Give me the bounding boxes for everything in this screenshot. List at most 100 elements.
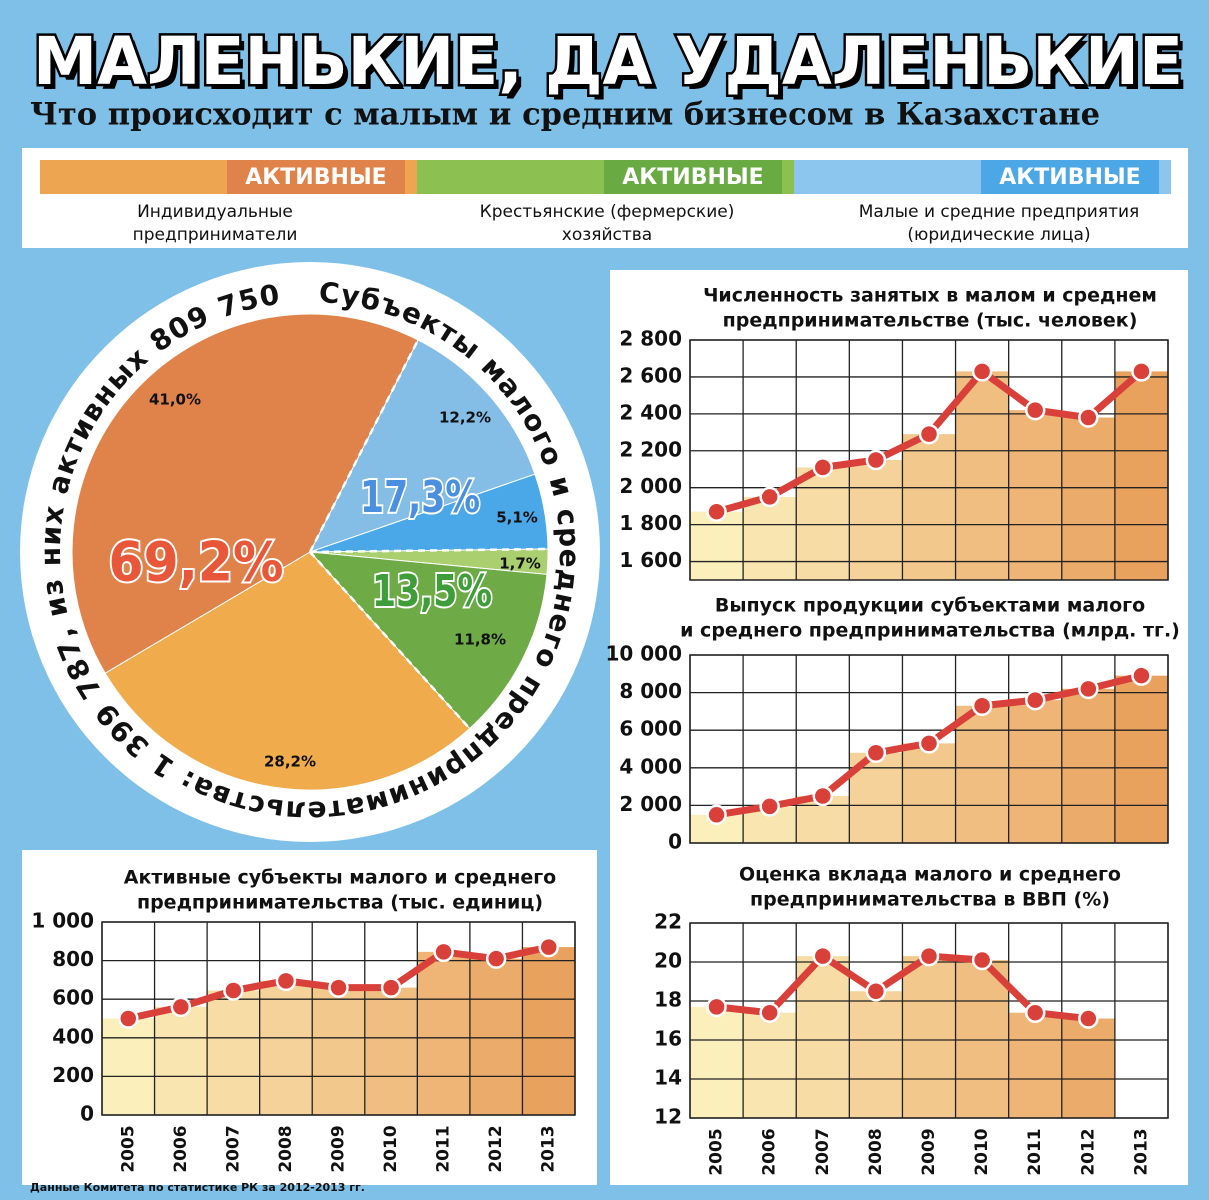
area-bar [955,371,1009,580]
group-boundary [309,551,471,730]
slice-label: 41,0% [149,391,201,409]
area-bar [312,987,365,1115]
group-label: 69,2% [109,531,284,594]
area-bar [955,960,1009,1118]
y-tick-label: 2 000 [619,792,682,816]
x-tick-label: 2006 [171,1125,191,1172]
x-tick-label: 2013 [1131,1128,1151,1175]
legend-label: Малые и средние предприятия [859,202,1140,222]
chart-title: Активные субъекты малого и среднего [124,867,556,889]
plot-border [689,339,1169,581]
chart-title: предпринимательства в ВВП (%) [750,889,1110,911]
pie-chart: 12,2% 5,1% 1,7% 11,8% 28,2% 41,0% 17,3% 13,5% 69… [34,276,586,828]
area-bar [1008,700,1062,843]
area-bar [1008,410,1062,580]
x-tick-label: 2010 [972,1128,992,1175]
x-tick-label: 2007 [813,1128,833,1175]
x-tick-label: 2006 [760,1128,780,1175]
data-point [812,785,834,807]
pie-slice [104,551,471,791]
chart-title: предпринимательстве (тыс. человек) [723,310,1138,332]
data-point [706,804,727,826]
y-tick-label: 4 000 [619,754,682,778]
data-point [971,695,993,717]
source-note: Данные Комитета по статистике РК за 2012… [30,1181,365,1194]
y-tick-label: 14 [654,1066,682,1090]
pie-slice [308,551,548,730]
data-point [380,977,402,998]
area-bar [955,705,1009,843]
x-tick-label: 2012 [1078,1128,1098,1175]
y-tick-label: 0 [80,1102,94,1126]
y-tick-label: 6 000 [619,717,682,741]
x-tick-label: 2010 [381,1125,401,1172]
area-bar [522,947,575,1115]
x-tick-label: 2007 [223,1125,243,1172]
area-bar [1008,1012,1062,1118]
y-tick-label: 400 [52,1024,94,1048]
legend-badge-text: АКТИВНЫЕ [622,165,763,190]
y-tick-label: 16 [654,1027,682,1051]
data-point [1078,1008,1099,1029]
data-point [918,945,940,967]
chart-title: Численность занятых в малом и среднем [703,285,1157,307]
area-bar [1061,688,1115,843]
data-point [485,948,507,969]
y-tick-label: 1 000 [31,909,94,933]
x-tick-label: 2009 [919,1128,939,1175]
group-boundary [308,339,420,553]
data-point [812,945,834,967]
area-bar [207,990,260,1115]
area-bar [469,958,523,1115]
area-bar [902,956,956,1118]
data-point [1078,678,1099,700]
y-tick-label: 20 [654,949,682,973]
slice-label: 5,1% [496,509,538,527]
x-tick-label: 2011 [434,1125,454,1172]
data-point [1024,399,1046,421]
area-bar [796,467,850,580]
data-point [1131,361,1152,382]
data-point [865,742,887,764]
data-line [716,952,1089,1023]
legend-badge [227,160,405,194]
data-point [1024,1002,1046,1023]
data-point [918,733,940,754]
slice-label: 1,7% [499,555,541,573]
chart-title: и среднего предпринимательства (млрд. тг… [680,620,1180,642]
data-point [971,949,993,971]
legend-label: Крестьянские (фермерские) [480,202,735,222]
slice-label: 11,8% [454,631,506,649]
area-bar [796,956,850,1118]
y-tick-label: 2 200 [619,437,682,461]
x-tick-label: 2005 [118,1125,138,1172]
group-label: 13,5% [372,566,492,617]
data-point [1078,407,1099,428]
data-point [865,449,887,471]
group-label: 17,3% [360,472,480,523]
data-point [918,423,940,445]
y-tick-label: 1 600 [619,548,682,572]
area-bar [1061,1018,1115,1118]
legend-label: (юридические лица) [907,225,1090,245]
pie-slice [71,313,419,674]
legend-label: хозяйства [562,225,652,245]
data-point [118,1008,139,1029]
area-bar [364,987,418,1115]
data-point [275,970,297,992]
data-point [759,486,780,508]
x-tick-label: 2012 [486,1125,506,1172]
y-tick-label: 600 [52,986,94,1010]
area-bar [902,743,956,843]
pie-slice [308,339,536,553]
data-point [759,796,780,817]
y-tick-label: 2 800 [619,327,682,351]
data-point [433,941,454,963]
y-tick-label: 2 000 [619,474,682,498]
x-tick-label: 2011 [1025,1128,1045,1175]
legend-badge-text: АКТИВНЫЕ [245,165,386,190]
data-point [706,996,727,1018]
plot-border [689,922,1169,1119]
data-point [538,936,559,958]
